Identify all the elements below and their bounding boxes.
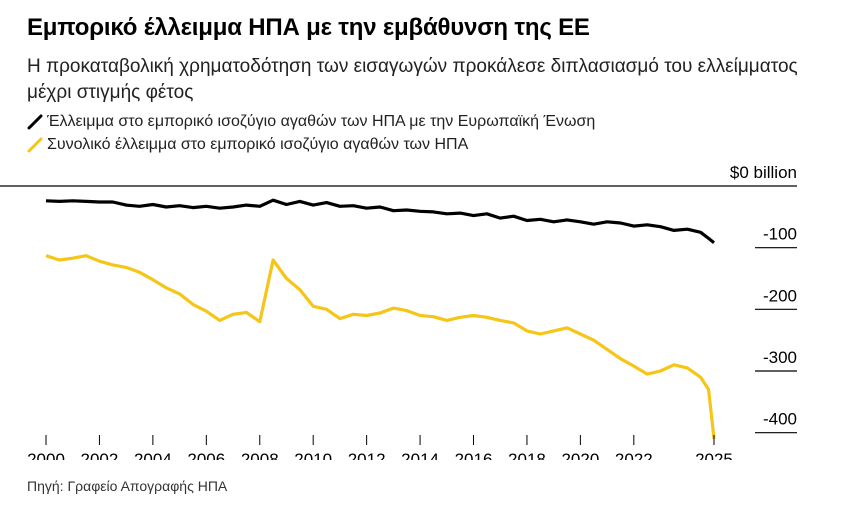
grid-layer: $0 billion -100 -200 -300 -400 (0, 163, 797, 434)
x-tick-label-4: 2008 (241, 450, 279, 460)
x-tick-label-8: 2016 (455, 450, 493, 460)
series-line-total (45, 254, 716, 439)
legend-label-total: Συνολικό έλλειμμα στο εμπορικό ισοζύγιο … (47, 136, 469, 153)
x-tick-label-12: 2025 (695, 450, 733, 460)
chart-title: Εμπορικό έλλειμμα ΗΠΑ με την εμβάθυνση τ… (27, 14, 590, 41)
legend-swatch-eu (27, 114, 43, 130)
legend-label-eu: Έλλειμμα στο εμπορικό ισοζύγιο αγαθών τω… (47, 113, 596, 130)
y-tick-label-0: $0 billion (730, 163, 797, 182)
series-layer (45, 198, 716, 439)
x-axis: 2000 2002 2004 2006 2008 2010 2012 2014 2016 2018… (27, 435, 733, 460)
x-tick-label-2: 2004 (134, 450, 172, 460)
x-tick-label-7: 2014 (401, 450, 439, 460)
line-chart: $0 billion-100-200-300-400 2000 2002 2004 2… (0, 163, 797, 460)
x-tick-label-5: 2010 (294, 450, 332, 460)
y-tick-label-4: -400 (763, 410, 797, 429)
y-tick-label-1: -100 (763, 225, 797, 244)
source-note: Πηγή: Γραφείο Απογραφής ΗΠΑ (27, 478, 228, 494)
x-tick-label-11: 2022 (615, 450, 653, 460)
x-tick-label-10: 2020 (561, 450, 599, 460)
y-tick-label-2: -200 (763, 286, 797, 305)
legend-item-total: Συνολικό έλλειμμα στο εμπορικό ισοζύγιο … (27, 136, 468, 154)
x-tick-label-0: 2000 (27, 450, 65, 460)
x-tick-label-9: 2018 (508, 450, 546, 460)
y-tick-label-3: -300 (763, 348, 797, 367)
legend-item-eu: Έλλειμμα στο εμπορικό ισοζύγιο αγαθών τω… (27, 113, 595, 131)
x-tick-label-3: 2006 (187, 450, 225, 460)
series-line-eu (45, 198, 715, 244)
x-tick-label-1: 2002 (81, 450, 119, 460)
x-tick-label-6: 2012 (348, 450, 386, 460)
chart-subtitle: Η προκαταβολική χρηματοδότηση των εισαγω… (27, 56, 798, 103)
legend-swatch-total (27, 137, 43, 153)
